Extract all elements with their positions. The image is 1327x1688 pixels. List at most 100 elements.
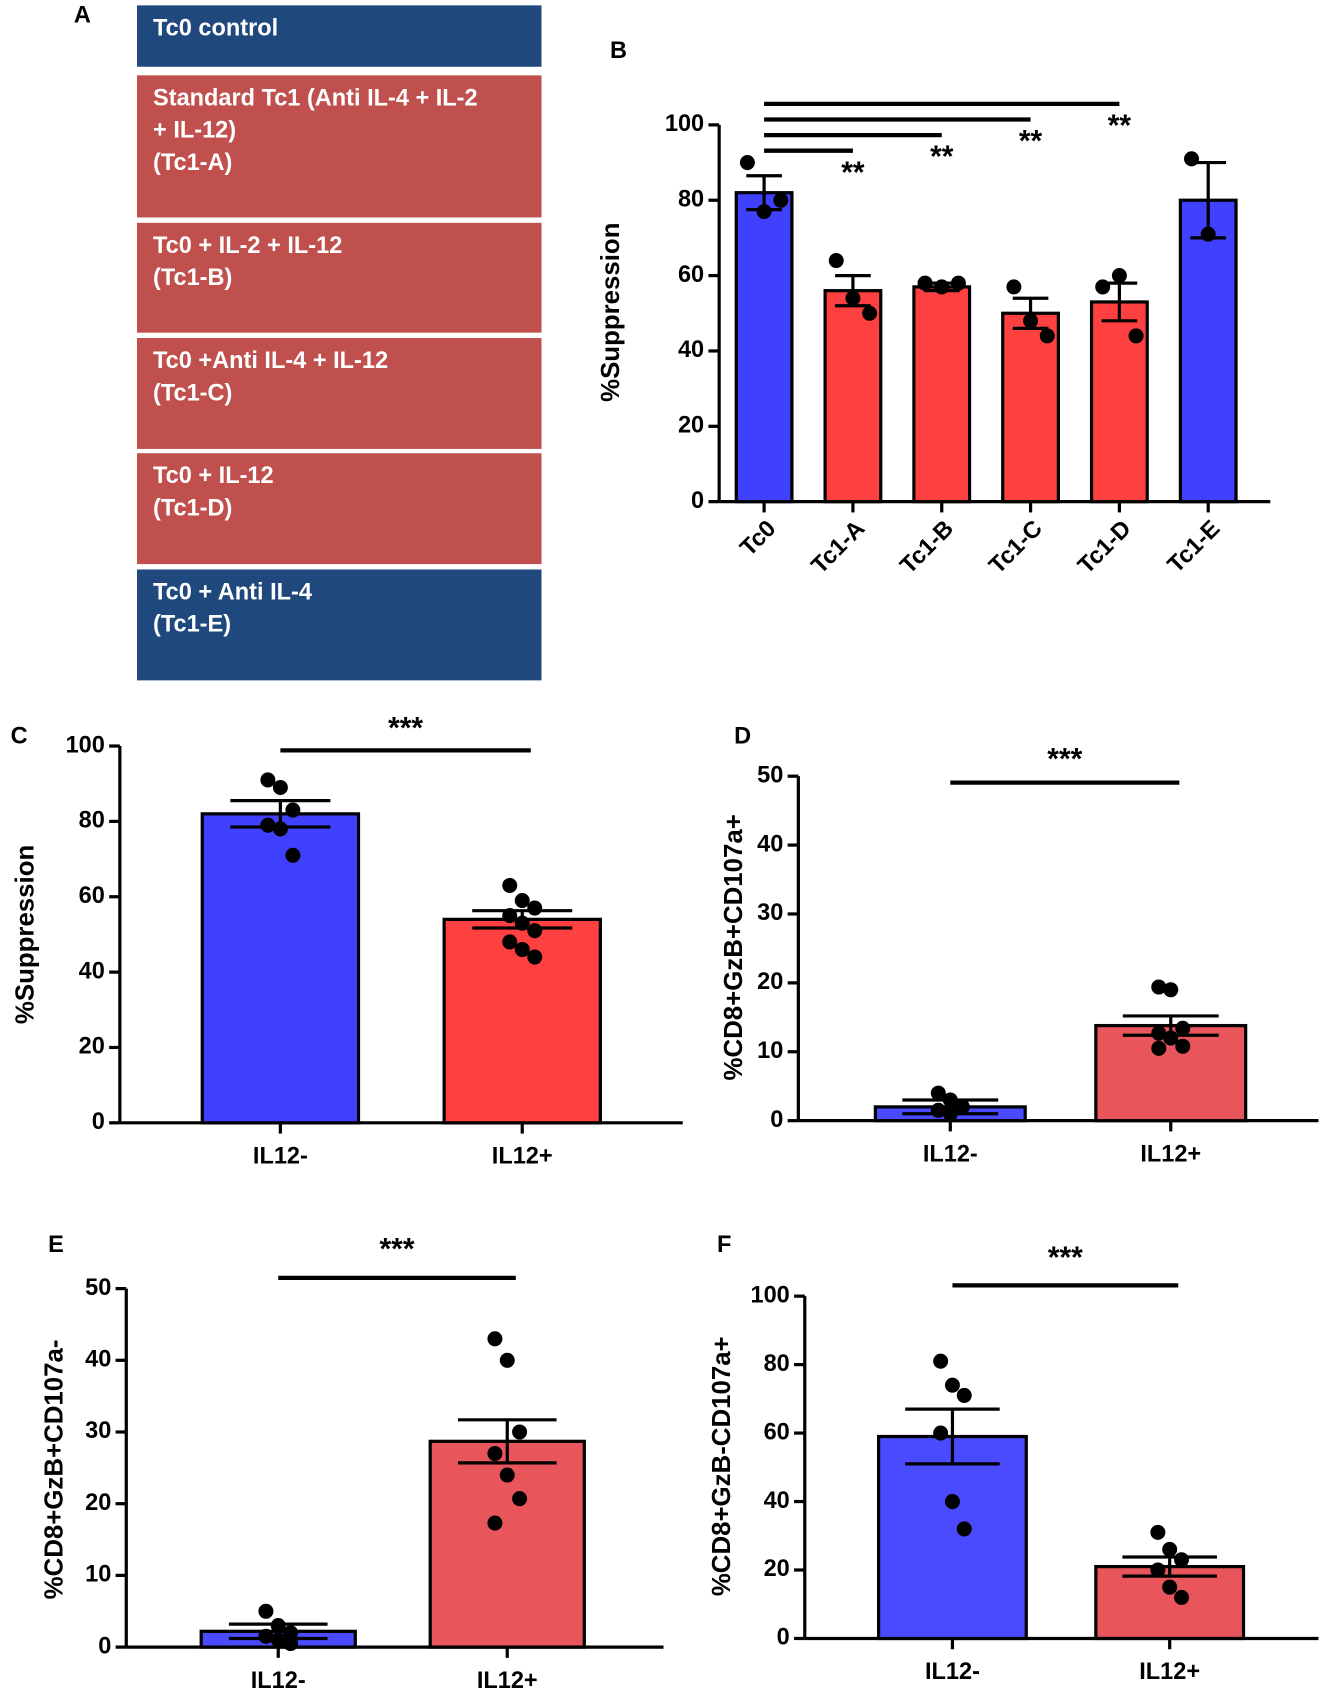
significance-label: **	[930, 141, 954, 174]
data-point	[283, 1635, 299, 1652]
bar	[734, 191, 794, 504]
condition-text: (Tc1-C)	[153, 380, 232, 406]
condition-text: Tc0 + IL-2 + IL-12	[153, 233, 342, 259]
condition-box	[136, 5, 542, 67]
significance-label: ***	[388, 712, 423, 745]
bar	[200, 812, 361, 1125]
panel-label: A	[74, 2, 91, 28]
condition-text: (Tc1-E)	[153, 612, 231, 638]
panel-label: B	[610, 38, 627, 64]
y-tick-label: 10	[85, 1562, 111, 1588]
condition-box	[136, 569, 542, 681]
data-point	[514, 892, 530, 909]
data-point	[499, 1467, 515, 1483]
y-tick-label: 0	[691, 488, 704, 514]
y-tick-label: 50	[757, 762, 783, 788]
data-point	[944, 1494, 960, 1510]
data-point	[487, 1515, 503, 1531]
significance-label: ***	[380, 1233, 415, 1266]
data-point	[1162, 1579, 1178, 1595]
x-tick-label: Tc1-B	[896, 516, 959, 580]
data-point	[1163, 982, 1179, 998]
data-point	[487, 1331, 503, 1347]
data-point	[944, 1377, 960, 1393]
data-point	[1023, 313, 1039, 329]
significance-label: **	[841, 156, 865, 189]
x-tick-label: IL12-	[251, 1668, 306, 1688]
condition-text: (Tc1-A)	[153, 150, 232, 176]
y-tick-label: 50	[85, 1275, 111, 1301]
y-tick-label: 40	[764, 1488, 790, 1514]
data-point	[487, 1445, 503, 1462]
x-tick-label: Tc1-A	[807, 516, 870, 580]
data-point	[1039, 328, 1055, 344]
data-point	[283, 1625, 299, 1641]
data-point	[272, 821, 288, 837]
condition-text: Tc0 + Anti IL-4	[153, 579, 312, 605]
data-point	[285, 847, 301, 863]
y-axis-label: %Suppression	[12, 845, 40, 1024]
data-point	[270, 1618, 286, 1634]
data-point	[954, 1099, 970, 1115]
data-point	[514, 941, 530, 958]
data-point	[512, 1491, 528, 1507]
bar	[912, 285, 972, 504]
significance-label: **	[1019, 125, 1043, 158]
y-tick-label: 20	[757, 969, 783, 995]
data-point	[1162, 1541, 1178, 1558]
x-tick-label: IL12+	[1139, 1659, 1200, 1685]
error-bar	[905, 1407, 1000, 1466]
data-point	[499, 1352, 515, 1368]
bar	[1094, 1023, 1248, 1123]
x-tick-label: IL12+	[1140, 1141, 1201, 1167]
data-point	[260, 772, 276, 788]
y-tick-label: 60	[678, 262, 704, 288]
condition-text: (Tc1-B)	[153, 265, 232, 291]
y-tick-label: 0	[92, 1109, 105, 1135]
condition-text: (Tc1-D)	[153, 495, 232, 521]
x-tick-label: IL12-	[925, 1659, 980, 1685]
data-point	[258, 1603, 274, 1619]
data-point	[773, 192, 789, 208]
condition-text: Standard Tc1 (Anti IL-4 + IL-2	[153, 85, 478, 111]
y-tick-label: 0	[777, 1625, 790, 1651]
data-point	[1174, 1552, 1189, 1568]
condition-text: Tc0 +Anti IL-4 + IL-12	[153, 348, 388, 374]
y-axis-label: %CD8+GzB-CD107a+	[708, 1336, 736, 1596]
data-point	[933, 1353, 949, 1369]
y-tick-label: 60	[764, 1419, 790, 1445]
y-tick-label: 60	[79, 883, 105, 909]
bar	[1178, 198, 1238, 504]
panel-label: C	[11, 724, 28, 750]
panel-label: D	[734, 724, 751, 750]
x-tick-label: IL12+	[477, 1668, 538, 1688]
y-tick-label: 30	[757, 900, 783, 926]
data-point	[502, 908, 518, 924]
y-tick-label: 20	[678, 412, 704, 438]
data-point	[514, 915, 530, 931]
data-point	[930, 1102, 946, 1118]
data-point	[917, 275, 933, 291]
condition-text: Tc0 control	[153, 15, 278, 41]
data-point	[502, 934, 518, 950]
y-tick-label: 20	[85, 1490, 111, 1516]
data-point	[1095, 279, 1111, 295]
y-tick-label: 0	[770, 1107, 783, 1133]
data-point	[930, 1085, 946, 1101]
data-point	[1175, 1020, 1191, 1036]
data-point	[1150, 1562, 1166, 1578]
data-point	[502, 877, 518, 893]
data-point	[933, 1425, 949, 1441]
data-point	[527, 900, 543, 916]
x-tick-label: Tc1-D	[1073, 516, 1136, 580]
data-point	[527, 923, 543, 939]
data-point	[1184, 151, 1200, 167]
data-point	[1174, 1589, 1189, 1605]
data-point	[272, 779, 288, 796]
x-tick-label: Tc1-E	[1163, 516, 1225, 579]
y-tick-label: 80	[678, 186, 704, 212]
data-point	[512, 1424, 528, 1440]
data-point	[1151, 979, 1167, 995]
